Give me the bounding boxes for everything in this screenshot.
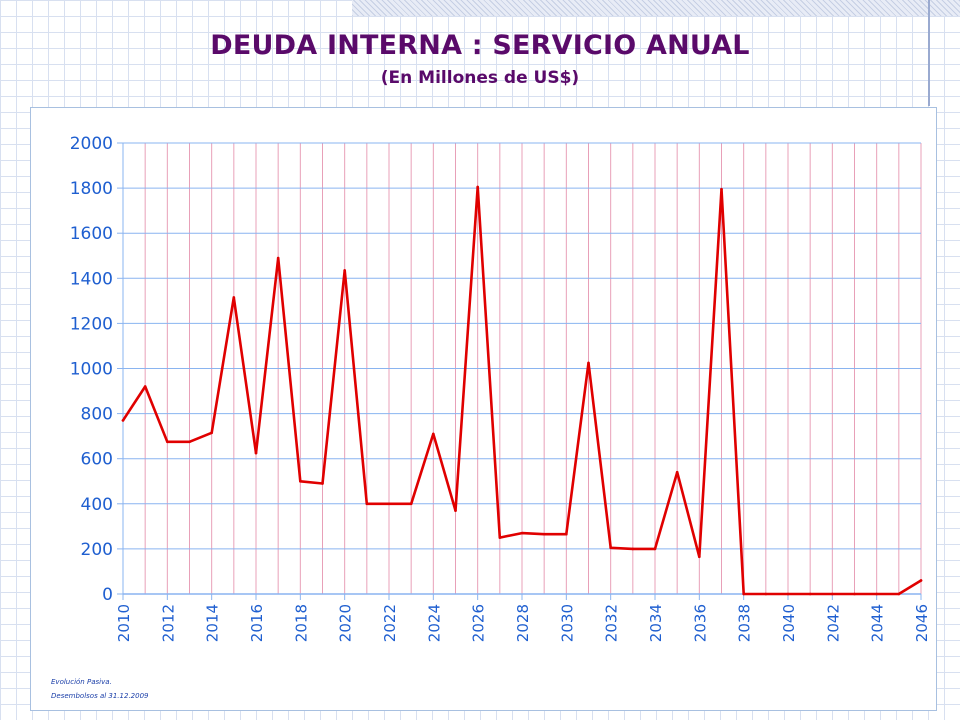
data-point xyxy=(587,361,590,365)
data-point xyxy=(853,592,856,596)
data-point xyxy=(565,532,568,536)
y-tick-label: 1200 xyxy=(70,314,113,334)
x-tick-label: 2030 xyxy=(558,604,576,642)
data-point xyxy=(143,385,147,388)
data-point xyxy=(365,502,369,506)
data-point xyxy=(276,256,280,260)
data-point xyxy=(321,482,324,485)
x-tick-label: 2040 xyxy=(780,604,798,642)
data-point xyxy=(698,555,701,559)
data-point xyxy=(432,432,435,436)
data-point xyxy=(808,592,812,596)
x-tick-label: 2024 xyxy=(425,604,443,642)
data-point xyxy=(609,546,612,550)
x-tick-label: 2010 xyxy=(115,604,133,642)
data-point xyxy=(919,579,923,582)
data-point xyxy=(831,592,834,596)
data-point xyxy=(166,440,169,444)
data-point xyxy=(454,509,457,512)
data-point xyxy=(188,440,191,444)
line-chart: 0 200 400 600 800 1000 1200 1400 1600 1800 2000 201… xyxy=(70,134,931,642)
y-tick-label: 200 xyxy=(81,540,113,560)
x-tick-label: 2046 xyxy=(913,604,931,642)
x-tick-label: 2028 xyxy=(514,604,532,642)
data-point xyxy=(409,502,413,506)
data-point xyxy=(343,269,346,272)
data-point xyxy=(121,419,125,422)
x-tick-label: 2014 xyxy=(204,604,222,642)
header-decoration-band xyxy=(352,0,960,16)
x-tick-label: 2020 xyxy=(337,604,355,642)
data-point xyxy=(631,547,635,551)
x-tick-label: 2018 xyxy=(292,604,310,642)
y-tick-label: 1600 xyxy=(70,224,113,244)
x-tick-label: 2026 xyxy=(470,604,488,642)
data-point xyxy=(653,547,657,551)
data-point xyxy=(476,185,479,189)
x-tick-label: 2038 xyxy=(736,604,754,642)
data-point xyxy=(232,296,236,299)
x-tick-label: 2044 xyxy=(869,604,887,642)
x-tick-label: 2032 xyxy=(603,604,621,642)
footnote-evolution: Evolución Pasiva. xyxy=(51,678,112,686)
slide-title: DEUDA INTERNA : SERVICIO ANUAL xyxy=(210,30,750,61)
x-tick-label: 2034 xyxy=(647,604,665,642)
y-tick-label: 600 xyxy=(81,450,113,470)
chart-frame: 0 200 400 600 800 1000 1200 1400 1600 1800 2000 201… xyxy=(30,107,937,711)
data-point xyxy=(720,187,723,191)
data-point xyxy=(742,592,745,596)
y-tick-label: 400 xyxy=(81,495,113,515)
data-point xyxy=(387,502,391,506)
y-tick-label: 1400 xyxy=(70,269,113,289)
data-point xyxy=(675,470,679,474)
data-point xyxy=(897,592,901,596)
y-tick-label: 800 xyxy=(81,405,113,425)
footnote-disbursements: Desembolsos al 31.12.2009 xyxy=(51,692,149,700)
data-point xyxy=(254,451,258,455)
data-point xyxy=(875,592,878,596)
y-tick-label: 1800 xyxy=(70,179,113,199)
data-point xyxy=(498,536,502,539)
data-point xyxy=(542,532,546,536)
data-point xyxy=(520,531,524,535)
x-tick-label: 2036 xyxy=(691,604,709,642)
header-decoration-line xyxy=(928,0,930,106)
data-point xyxy=(210,431,213,435)
x-tick-label: 2022 xyxy=(381,604,399,642)
data-point xyxy=(764,592,768,596)
x-tick-label: 2012 xyxy=(159,604,177,642)
x-tick-label: 2042 xyxy=(824,604,842,642)
x-tick-label: 2016 xyxy=(248,604,266,642)
slide-subtitle: (En Millones de US$) xyxy=(380,68,580,88)
data-point xyxy=(786,592,790,596)
y-tick-label: 0 xyxy=(102,585,113,605)
y-tick-label: 2000 xyxy=(70,134,113,154)
y-tick-label: 1000 xyxy=(70,360,113,380)
data-point xyxy=(299,479,302,483)
